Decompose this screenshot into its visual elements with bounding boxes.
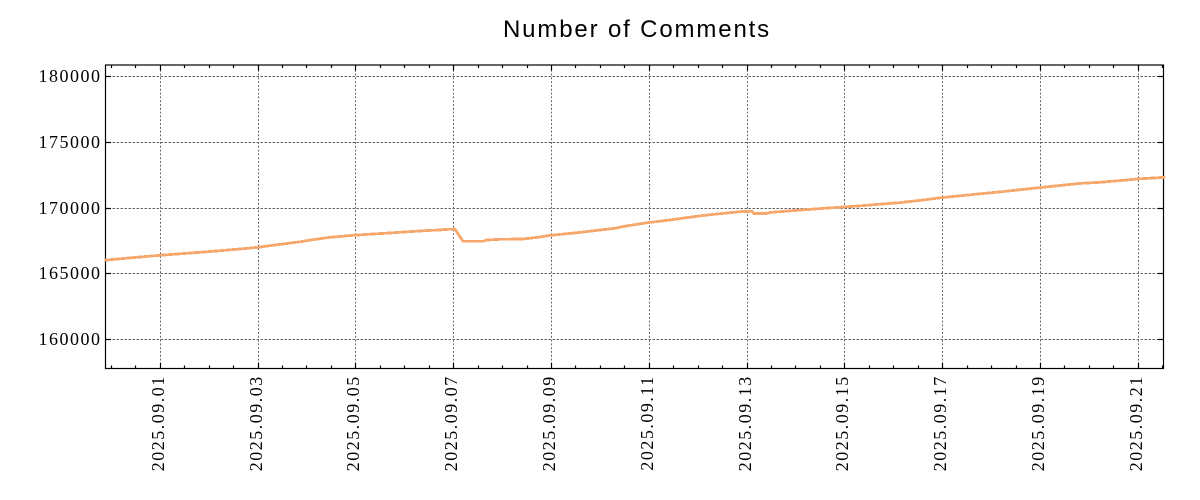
svg-text:2025.09.07: 2025.09.07 <box>441 375 461 471</box>
svg-text:170000: 170000 <box>39 198 102 218</box>
svg-text:2025.09.13: 2025.09.13 <box>735 375 755 471</box>
svg-text:Number of Comments: Number of Comments <box>503 16 771 43</box>
svg-text:165000: 165000 <box>39 263 102 283</box>
svg-text:2025.09.05: 2025.09.05 <box>343 375 363 471</box>
svg-text:2025.09.01: 2025.09.01 <box>148 375 168 471</box>
svg-text:160000: 160000 <box>39 329 102 349</box>
svg-text:2025.09.09: 2025.09.09 <box>539 375 559 471</box>
svg-text:2025.09.15: 2025.09.15 <box>832 375 852 471</box>
svg-text:175000: 175000 <box>39 132 102 152</box>
svg-text:2025.09.19: 2025.09.19 <box>1028 375 1048 471</box>
svg-text:2025.09.11: 2025.09.11 <box>637 375 657 470</box>
svg-text:2025.09.21: 2025.09.21 <box>1126 375 1146 471</box>
svg-text:180000: 180000 <box>39 66 102 86</box>
svg-text:2025.09.17: 2025.09.17 <box>930 375 950 471</box>
svg-text:2025.09.03: 2025.09.03 <box>246 375 266 471</box>
